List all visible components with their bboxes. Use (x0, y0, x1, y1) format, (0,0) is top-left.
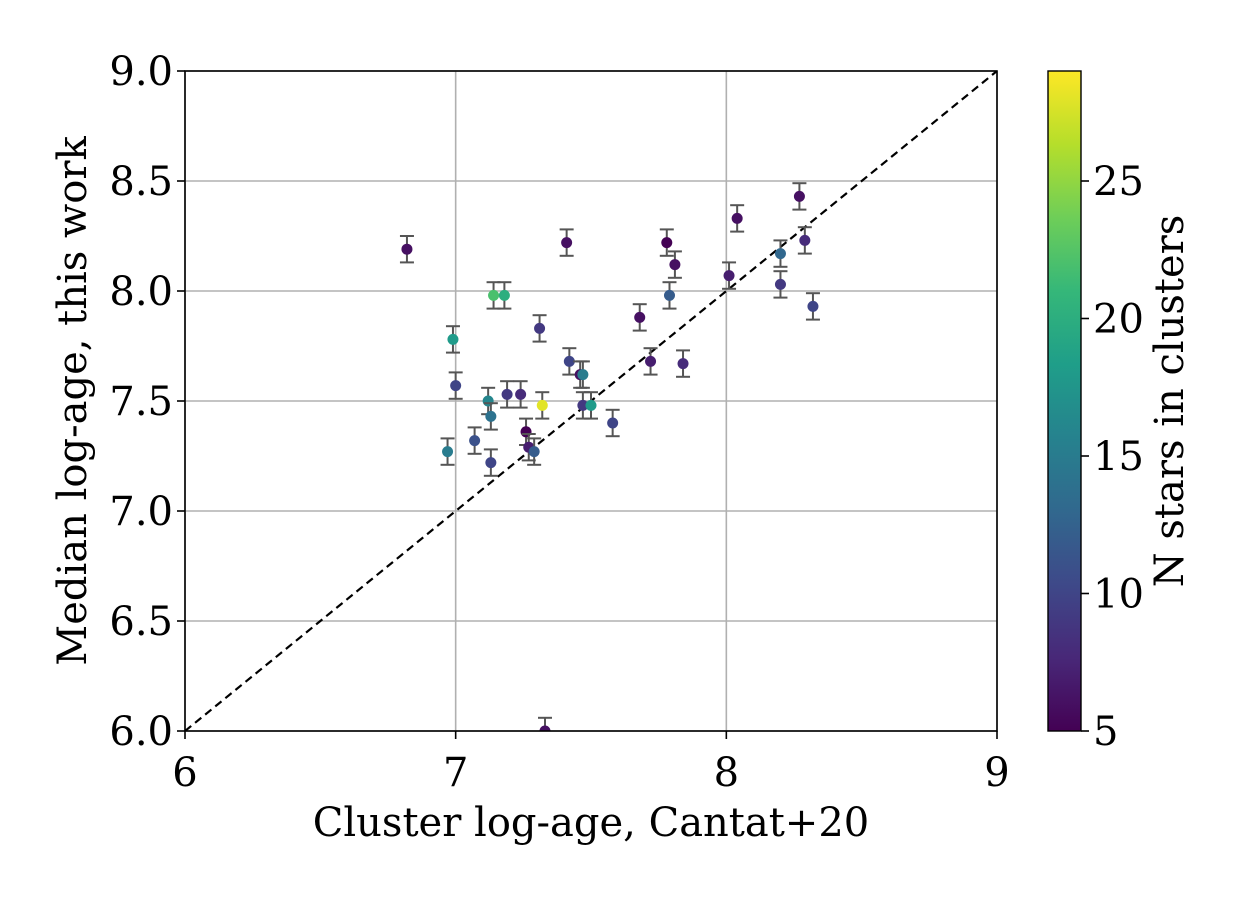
point-marker (482, 395, 494, 407)
point-marker (793, 190, 805, 202)
point-marker (450, 380, 462, 392)
point-marker (401, 243, 413, 255)
colorbar-tick-label: 20 (1093, 297, 1144, 343)
data-point (584, 391, 598, 420)
point-marker (447, 333, 459, 345)
colorbar-label: N stars in clusters (1147, 215, 1193, 588)
x-tick-label: 7 (443, 750, 468, 796)
point-marker (723, 270, 735, 282)
point-marker (498, 289, 510, 301)
point-marker (501, 388, 513, 400)
data-point (527, 437, 542, 466)
point-marker (539, 725, 551, 731)
y-tick-label: 7.5 (109, 379, 173, 425)
data-point (399, 235, 414, 264)
data-point (481, 386, 496, 416)
point-marker (536, 399, 548, 411)
point-marker (442, 446, 454, 458)
data-point (500, 380, 515, 409)
y-tick-label: 6.0 (109, 709, 173, 755)
x-tick-label: 8 (714, 750, 739, 796)
data-point (445, 325, 460, 354)
data-point (605, 408, 620, 438)
point-marker (469, 435, 481, 447)
data-point (467, 426, 482, 455)
data-point (575, 360, 590, 389)
data-point (797, 226, 812, 255)
data-point (519, 417, 534, 446)
point-marker (577, 369, 589, 381)
data-point (486, 281, 501, 310)
data-point (497, 281, 512, 310)
data-point (730, 204, 745, 233)
y-tick-label: 9.0 (109, 49, 173, 95)
point-marker (485, 410, 497, 422)
x-tick-label: 6 (172, 750, 197, 796)
data-point (676, 349, 691, 378)
data-point (535, 391, 550, 420)
point-marker (534, 322, 546, 334)
data-point (662, 281, 677, 310)
x-axis: 6 7 8 9 (172, 731, 1010, 796)
data-point (562, 347, 577, 376)
point-marker (528, 446, 540, 458)
point-marker (485, 457, 497, 469)
point-marker (661, 237, 673, 249)
point-marker (774, 248, 786, 260)
point-marker (669, 259, 681, 271)
data-point (483, 402, 498, 431)
colorbar-tick-label: 25 (1093, 159, 1144, 205)
data-point (532, 314, 547, 343)
data-point (643, 347, 658, 376)
point-marker (515, 388, 527, 400)
point-marker (799, 234, 811, 246)
point-marker (807, 300, 819, 312)
point-marker (488, 289, 500, 301)
data-point (483, 448, 498, 477)
data-point (632, 303, 647, 332)
data-point (559, 228, 574, 257)
point-marker (677, 358, 689, 370)
data-points (399, 182, 820, 731)
data-point (537, 716, 552, 731)
colorbar-ticks: 5 10 15 20 25 (1081, 159, 1144, 755)
colorbar-frame (1047, 70, 1082, 732)
colorbar-tick-label: 10 (1093, 572, 1144, 618)
data-point (792, 182, 807, 211)
data-point (805, 292, 820, 321)
data-point (513, 380, 528, 409)
point-marker (607, 417, 619, 429)
data-point (722, 261, 737, 290)
data-point (773, 239, 788, 268)
plot-area (184, 70, 998, 732)
x-tick-label: 9 (984, 750, 1009, 796)
y-tick-label: 6.5 (109, 599, 173, 645)
colorbar-gradient (1048, 71, 1081, 731)
point-marker (585, 399, 597, 411)
colorbar: 5 10 15 20 25 N stars in clusters (1047, 70, 1193, 755)
y-axis: 6.0 6.5 7.0 7.5 8.0 8.5 9.0 (109, 49, 185, 755)
point-marker (563, 355, 575, 367)
data-point (440, 437, 455, 466)
x-axis-label: Cluster log-age, Cantat+20 (313, 800, 869, 846)
y-tick-label: 8.5 (109, 159, 173, 205)
y-tick-label: 8.0 (109, 269, 173, 315)
point-marker (645, 355, 657, 367)
colorbar-tick-label: 5 (1093, 709, 1118, 755)
colorbar-tick-label: 15 (1093, 434, 1144, 480)
point-marker (663, 289, 675, 301)
data-point (448, 371, 463, 400)
point-marker (520, 426, 532, 438)
point-marker (577, 399, 589, 411)
point-marker (634, 311, 646, 323)
y-tick-label: 7.0 (109, 489, 173, 535)
data-point (659, 228, 674, 257)
data-point (667, 250, 682, 279)
data-point (773, 270, 788, 299)
point-marker (561, 237, 573, 249)
point-marker (774, 278, 786, 290)
y-axis-label: Median log-age, this work (50, 136, 96, 666)
point-marker (731, 212, 743, 224)
